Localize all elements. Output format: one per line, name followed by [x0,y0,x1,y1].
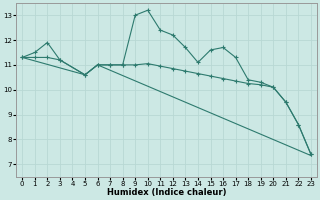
X-axis label: Humidex (Indice chaleur): Humidex (Indice chaleur) [107,188,226,197]
